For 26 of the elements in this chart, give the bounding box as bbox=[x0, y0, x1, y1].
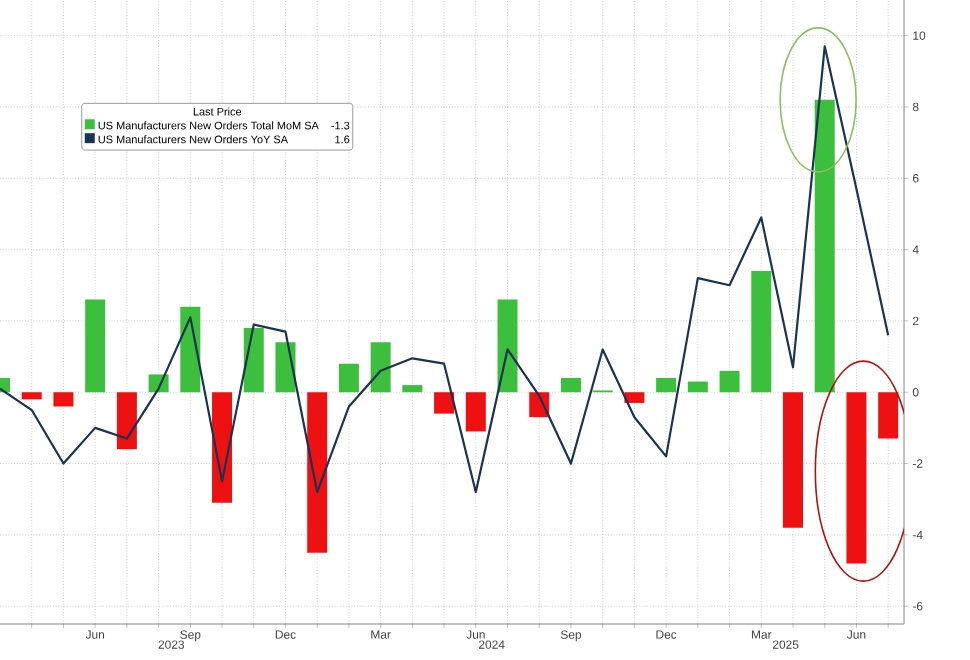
bar bbox=[338, 363, 359, 393]
bar bbox=[656, 377, 677, 393]
bar bbox=[116, 392, 137, 450]
bar bbox=[814, 99, 835, 393]
bar bbox=[243, 328, 264, 393]
bar bbox=[275, 342, 296, 393]
bar bbox=[560, 377, 581, 393]
bar bbox=[719, 370, 740, 393]
bar bbox=[434, 392, 455, 414]
bar bbox=[465, 392, 486, 432]
bar bbox=[21, 392, 42, 400]
line-series bbox=[0, 45, 890, 494]
bar bbox=[687, 381, 708, 393]
bar bbox=[402, 385, 423, 393]
bar bbox=[370, 342, 391, 393]
bar bbox=[85, 299, 106, 393]
bar bbox=[180, 306, 201, 393]
bar bbox=[497, 299, 518, 393]
bar bbox=[624, 392, 645, 403]
bar bbox=[846, 392, 867, 564]
bar bbox=[53, 392, 74, 407]
bar bbox=[307, 392, 328, 553]
bar bbox=[782, 392, 803, 528]
bar bbox=[751, 270, 772, 393]
bar bbox=[878, 392, 899, 439]
bar bbox=[212, 392, 233, 503]
